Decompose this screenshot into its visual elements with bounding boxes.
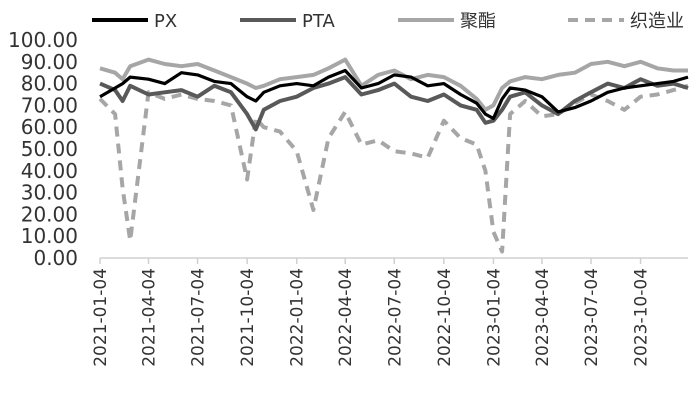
legend: PX PTA 聚酯 织造业 [92, 11, 684, 32]
x-tick-label: 2021-10-04 [238, 268, 258, 367]
x-tick-label: 2022-07-04 [385, 268, 405, 367]
x-tick-label: 2023-04-04 [533, 268, 553, 367]
plot-area [98, 57, 689, 254]
series-line-px [99, 68, 689, 121]
x-tick-label: 2021-01-04 [91, 268, 111, 367]
x-tick-label: 2023-10-04 [632, 268, 652, 367]
y-axis: 0.0010.0020.0030.0040.0050.0060.0070.008… [8, 28, 78, 270]
x-tick-label: 2023-01-04 [484, 268, 504, 367]
y-tick-label: 20.00 [21, 202, 78, 226]
x-tick-label: 2022-01-04 [288, 268, 308, 367]
series-line-pta [99, 75, 689, 132]
x-tick-label: 2022-10-04 [435, 268, 455, 367]
series-line-polyester [99, 57, 688, 112]
x-tick-label: 2023-07-04 [582, 268, 602, 367]
x-axis: 2021-01-04 2021-04-04 2021-07-04 2021-10-04… [91, 258, 652, 367]
legend-label: 聚酯 [460, 11, 496, 32]
x-tick-label: 2022-04-04 [336, 268, 356, 367]
series-line-weaving [98, 83, 689, 254]
y-tick-label: 70.00 [21, 93, 78, 117]
y-tick-label: 30.00 [21, 181, 78, 205]
legend-label: PTA [302, 11, 335, 32]
y-tick-label: 50.00 [21, 137, 78, 161]
y-tick-label: 10.00 [21, 224, 78, 248]
x-tick-label: 2021-04-04 [140, 268, 160, 367]
y-tick-label: 60.00 [21, 115, 78, 139]
legend-label: 织造业 [630, 11, 684, 32]
legend-label: PX [154, 11, 177, 32]
y-tick-label: 0.00 [33, 246, 78, 270]
y-tick-label: 100.00 [8, 28, 78, 52]
y-tick-label: 90.00 [21, 50, 78, 74]
y-tick-label: 80.00 [21, 72, 78, 96]
y-tick-label: 40.00 [21, 159, 78, 183]
x-tick-label: 2021-07-04 [189, 268, 209, 367]
